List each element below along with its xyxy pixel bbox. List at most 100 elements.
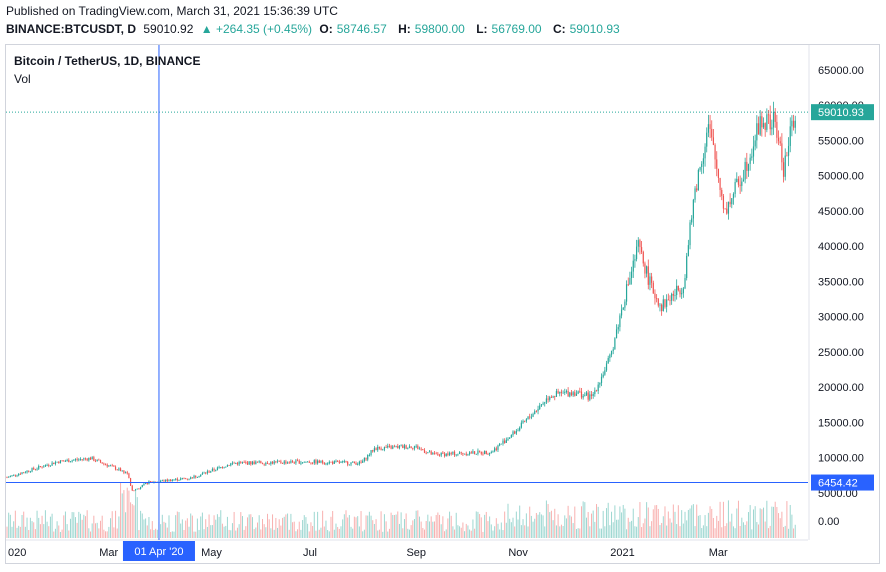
candle-body (56, 461, 58, 463)
volume-bar (86, 510, 88, 538)
candle-body (651, 276, 653, 283)
volume-bar (51, 513, 53, 538)
volume-bar (84, 516, 86, 538)
crosshair-price-tag (811, 474, 874, 491)
candle-body (89, 457, 92, 460)
price-change: ▲ +264.35 (+0.45%) (200, 22, 313, 36)
volume-bar (764, 521, 766, 538)
candle-body (757, 123, 760, 135)
candle-body (352, 461, 354, 463)
candle-body (676, 285, 678, 296)
volume-bar (666, 525, 668, 538)
candle-body (392, 446, 394, 449)
volume-bar (599, 528, 601, 538)
volume-bar (225, 525, 227, 538)
volume-bar (634, 526, 636, 538)
volume-bar (398, 523, 400, 538)
volume-bar (190, 513, 192, 538)
volume-bar (29, 517, 31, 538)
crosshair-price-label: 6454.42 (818, 478, 858, 490)
candle-body (296, 460, 299, 462)
candle-body (452, 451, 454, 454)
volume-bar (774, 501, 776, 538)
candle-body (124, 472, 127, 474)
volume-bar (709, 506, 711, 538)
candle-body (312, 462, 314, 464)
volume-bar (173, 531, 175, 538)
volume-bar (69, 518, 71, 538)
volume-bar (18, 525, 20, 538)
candle-body (200, 474, 202, 477)
candle-body (332, 461, 334, 464)
volume-bar (118, 516, 120, 538)
volume-bar (251, 517, 253, 538)
volume-bar (108, 526, 110, 538)
candle-body (225, 466, 227, 468)
candle-body (507, 438, 509, 440)
volume-bar (287, 513, 289, 538)
volume-bar (601, 528, 603, 538)
volume-bar (135, 490, 137, 538)
price-tick-label: 15000.00 (818, 417, 864, 429)
candle-body (310, 462, 312, 464)
volume-bar (277, 527, 279, 538)
volume-bar (494, 526, 496, 538)
candle-body (489, 452, 491, 455)
volume-bar (761, 509, 763, 538)
volume-bar (74, 517, 76, 538)
volume-bar (260, 529, 262, 538)
candle-body (455, 454, 457, 456)
volume-bar (298, 521, 300, 538)
volume-bar (766, 500, 768, 538)
candle-body (223, 467, 225, 469)
volume-bar (153, 530, 155, 538)
candle-body (372, 450, 374, 452)
volume-bar (517, 519, 519, 538)
candle-body (186, 478, 188, 480)
candle-body (165, 479, 167, 482)
candle-body (412, 448, 414, 449)
candle-body (357, 464, 359, 465)
candle-body (185, 478, 187, 480)
candle-body (731, 198, 733, 205)
volume-bar (676, 524, 678, 538)
candle-body (126, 472, 128, 474)
candle-body (160, 480, 162, 482)
volume-bar (452, 526, 454, 538)
candle-body (29, 471, 31, 473)
candle-body (343, 461, 345, 462)
volume-bar (375, 519, 377, 538)
candle-body (569, 392, 571, 397)
volume-bar (120, 482, 122, 538)
volume-bar (619, 506, 621, 538)
volume-bar (392, 514, 394, 538)
volume-bar (717, 520, 719, 538)
candle-body (315, 460, 317, 464)
candle-body (659, 304, 661, 306)
volume-bar (721, 527, 723, 538)
candle-body (440, 452, 442, 456)
volume-bar (191, 515, 193, 538)
candle-body (238, 462, 240, 465)
candle-body (524, 420, 526, 422)
candle-body (205, 472, 207, 474)
volume-bar (472, 519, 474, 538)
chart-frame[interactable] (5, 44, 880, 564)
volume-bar (555, 525, 557, 538)
volume-bar (300, 529, 302, 538)
volume-bar (166, 527, 168, 538)
volume-bar (44, 510, 46, 538)
candle-body (425, 452, 427, 454)
volume-bar (477, 511, 479, 538)
volume-bar (756, 522, 758, 538)
volume-bar (193, 531, 195, 538)
candle-body (362, 461, 364, 463)
high-label: H: (398, 22, 411, 36)
candle-body (283, 461, 285, 464)
candle-body (38, 466, 40, 469)
volume-bar (672, 504, 674, 538)
candle-body (290, 461, 292, 463)
candle-body (93, 457, 95, 461)
volume-bar (231, 523, 233, 538)
